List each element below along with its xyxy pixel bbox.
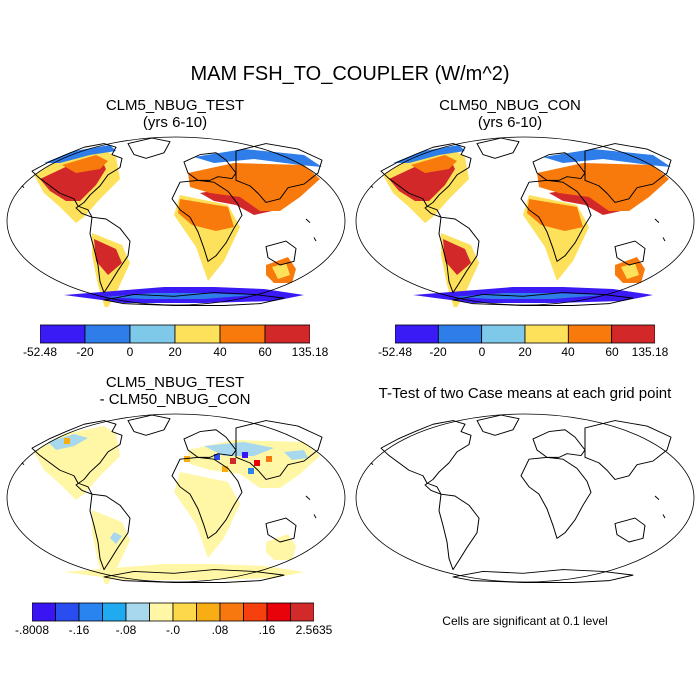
colorbar-swatch [611, 324, 655, 344]
colorbar-swatch [437, 324, 483, 344]
colorbar-swatch [567, 324, 613, 344]
field-test [34, 145, 322, 307]
colorbar-test-labels: -52.48 -20 0 20 40 60 135.18 [23, 345, 328, 361]
panel-control-title-line2: (yrs 6-10) [477, 114, 543, 131]
colorbar-test-label: 40 [213, 345, 227, 359]
map-ttest [355, 413, 695, 583]
panel-test-title-line1: CLM5_NBUG_TEST [105, 97, 245, 114]
colorbar-control [395, 324, 655, 344]
colorbar-swatch [524, 324, 569, 344]
colorbar-control-label: 0 [478, 345, 486, 359]
panel-control-title-line1: CLM50_NBUG_CON [439, 97, 581, 114]
colorbar-control-label: -52.48 [377, 345, 413, 359]
map-test [6, 136, 346, 307]
colorbar-swatch [243, 602, 268, 622]
colorbar-difference-label: .08 [211, 623, 229, 637]
colorbar-test-label: -52.48 [22, 345, 58, 359]
figure-title: MAM FSH_TO_COUPLER (W/m^2) [190, 63, 510, 85]
colorbar-swatch [395, 324, 439, 344]
colorbar-test [40, 324, 310, 344]
colorbar-swatch [78, 602, 103, 622]
panel-ttest-title: T-Test of two Case means at each grid po… [378, 385, 672, 402]
field-difference [34, 426, 320, 584]
colorbar-test-label: 135.18 [291, 345, 329, 359]
colorbar-swatch [84, 324, 131, 344]
coastlines-ttest [370, 414, 672, 583]
ttest-note: Cells are significant at 0.1 level [442, 614, 608, 628]
colorbar-control-label: -20 [429, 345, 447, 359]
colorbar-swatch [102, 602, 127, 622]
colorbar-control-label: 20 [518, 345, 532, 359]
colorbar-swatch [129, 324, 176, 344]
colorbar-control-label: 40 [561, 345, 575, 359]
panel-test-title: CLM5_NBUG_TEST (yrs 6-10) [60, 97, 290, 131]
panel-control-title: CLM50_NBUG_CON (yrs 6-10) [395, 97, 625, 131]
panel-difference-title: CLM5_NBUG_TEST - CLM50_NBUG_CON [60, 374, 290, 408]
colorbar-difference-label: -.8008 [14, 623, 50, 637]
colorbar-difference-label: -.08 [115, 623, 137, 637]
field-control [383, 145, 671, 307]
colorbar-test-label: 0 [126, 345, 134, 359]
colorbar-difference-label: -.0 [165, 623, 181, 637]
colorbar-difference-label: 2.5635 [295, 623, 333, 637]
colorbar-swatch [125, 602, 150, 622]
colorbar-swatch [149, 602, 174, 622]
colorbar-swatch [481, 324, 526, 344]
panel-test-title-line2: (yrs 6-10) [142, 114, 208, 131]
map-difference [6, 413, 346, 584]
colorbar-swatch [290, 602, 314, 622]
colorbar-control-label: 135.18 [631, 345, 669, 359]
colorbar-swatch [40, 324, 86, 344]
colorbar-swatch [174, 324, 221, 344]
colorbar-difference [32, 602, 314, 622]
colorbar-difference-label: .16 [258, 623, 276, 637]
panel-difference-title-line2: - CLM50_NBUG_CON [99, 391, 251, 408]
colorbar-swatch [55, 602, 80, 622]
colorbar-swatch [32, 602, 56, 622]
colorbar-test-label: -20 [76, 345, 94, 359]
colorbar-difference-labels: -.8008 -.16 -.08 -.0 .08 .16 2.5635 [15, 623, 332, 639]
colorbar-swatch [266, 602, 291, 622]
colorbar-swatch [264, 324, 310, 344]
colorbar-swatch [219, 602, 244, 622]
colorbar-control-labels: -52.48 -20 0 20 40 60 135.18 [378, 345, 668, 361]
colorbar-test-label: 60 [258, 345, 272, 359]
colorbar-swatch [172, 602, 197, 622]
colorbar-test-label: 20 [168, 345, 182, 359]
panel-difference-title-line1: CLM5_NBUG_TEST [105, 374, 245, 391]
map-control [355, 136, 695, 307]
colorbar-swatch [219, 324, 266, 344]
colorbar-control-label: 60 [605, 345, 619, 359]
colorbar-difference-label: -.16 [68, 623, 90, 637]
colorbar-swatch [196, 602, 221, 622]
